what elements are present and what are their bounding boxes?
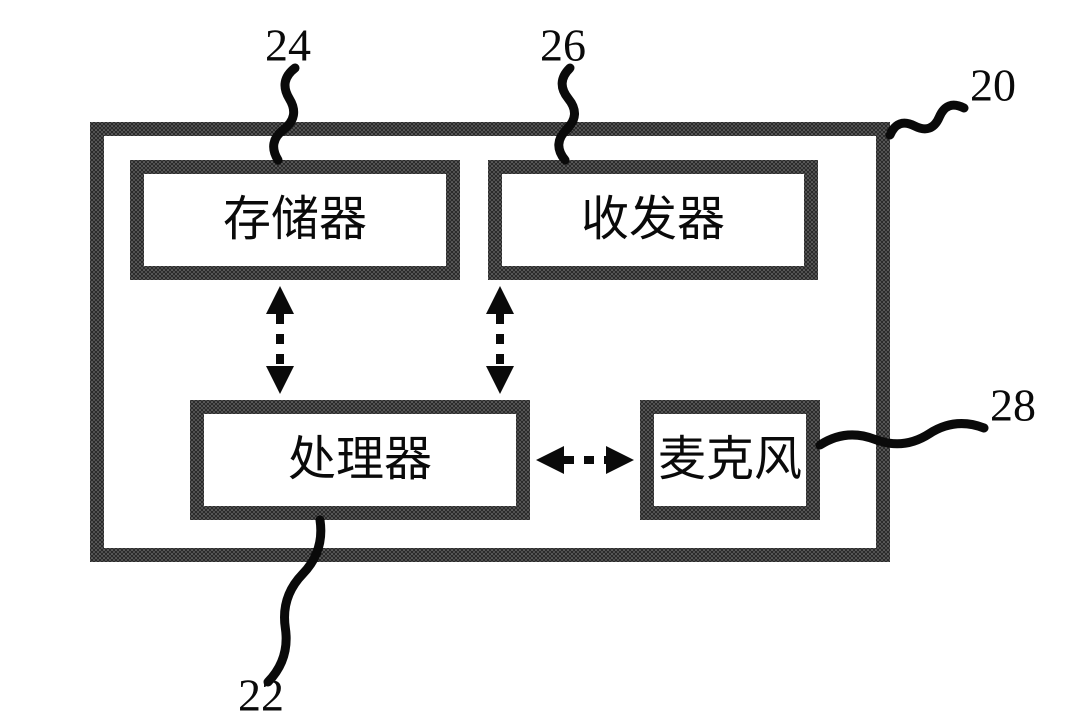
lead-outer [890, 105, 964, 135]
ref-memory: 24 [265, 20, 311, 71]
label-microphone: 麦克风 [658, 433, 802, 486]
ref-transceiver: 26 [540, 20, 586, 71]
ref-microphone: 28 [990, 380, 1036, 431]
label-transceiver: 收发器 [581, 193, 725, 246]
label-processor: 处理器 [288, 433, 432, 486]
ref-outer: 20 [970, 60, 1016, 111]
label-memory: 存储器 [223, 193, 367, 246]
